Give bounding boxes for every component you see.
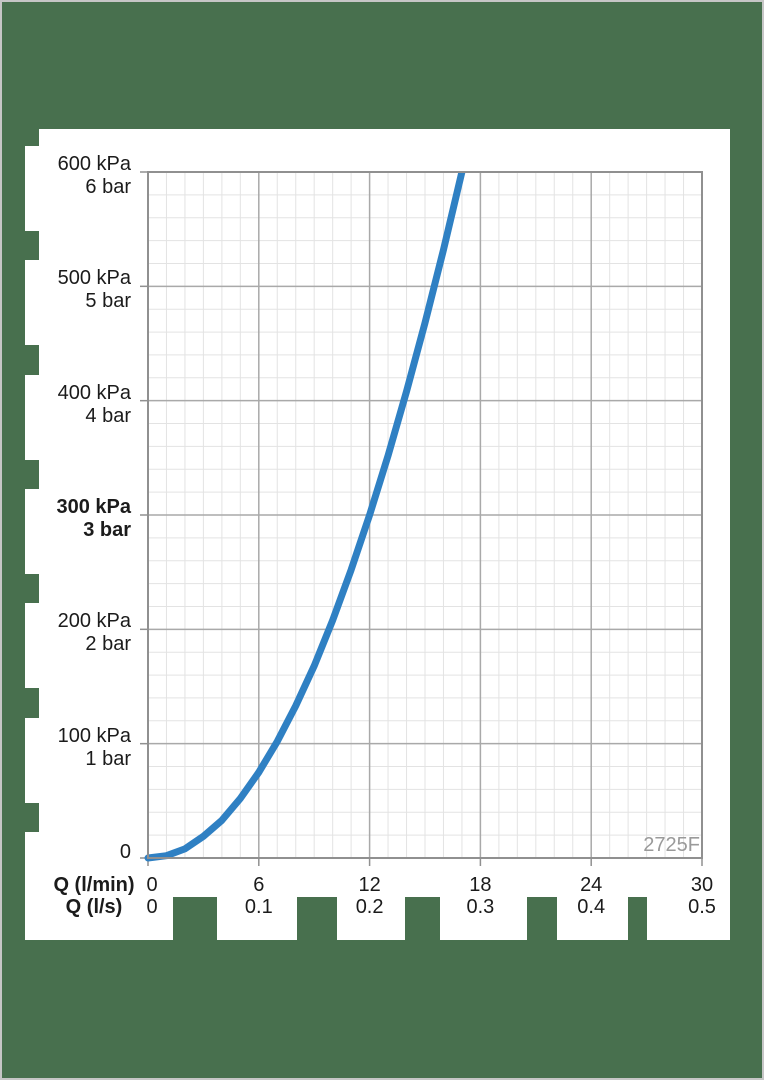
y-axis-label: 0 [120, 841, 131, 864]
x-axis-label-tab [25, 897, 173, 940]
y-axis-label: 400 kPa 4 bar [58, 382, 131, 428]
y-axis-label-kpa: 600 kPa [57, 153, 131, 175]
y-axis-label-tab [25, 717, 40, 803]
x-axis-label-tab [440, 897, 527, 940]
pressure-loss-curve [144, 172, 466, 862]
x-axis-unit-ls: Q (l/s) [65, 896, 123, 918]
y-axis-label-bar: 6 bar [85, 176, 131, 198]
y-axis-label-bar: 5 bar [85, 290, 131, 313]
x-tick-ls: 0 [146, 896, 158, 918]
y-axis-label-kpa: 200 kPa [57, 610, 131, 633]
y-axis-label-kpa: 100 kPa [57, 724, 131, 747]
x-axis-unit-lmin: Q (l/min) [53, 874, 135, 896]
chart-sheet [39, 129, 730, 862]
y-axis-label-bar: 1 bar [85, 747, 131, 770]
y-axis-label-kpa: 300 kPa [56, 496, 131, 518]
y-axis-label-tab [25, 146, 40, 231]
x-axis-label-tab [557, 897, 628, 940]
y-axis-label-tab [25, 832, 40, 862]
x-tick-ls: 0.5 [688, 896, 716, 918]
y-axis-label-kpa: 400 kPa [57, 381, 131, 404]
x-tick-ls: 0.2 [355, 896, 384, 918]
y-axis-label-bar: 3 bar [83, 519, 131, 541]
x-axis-label-tab [647, 897, 730, 940]
y-axis-label-kpa: 500 kPa [57, 267, 131, 290]
x-tick-lmin: 6 [253, 874, 265, 896]
y-axis-label-tab [25, 374, 40, 460]
x-axis-label-tab [217, 897, 297, 940]
y-axis-label: 200 kPa 2 bar [58, 610, 131, 656]
plot-frame [147, 171, 703, 859]
y-axis-label-bar: 4 bar [85, 404, 131, 427]
x-tick-lmin: 30 [690, 874, 714, 896]
y-axis-label-tab [25, 603, 40, 689]
y-axis-label: 100 kPa 1 bar [58, 725, 131, 771]
x-tick-lmin: 24 [580, 874, 603, 896]
y-axis-label-tab [25, 489, 40, 574]
x-axis-label-tab [337, 897, 405, 940]
y-axis-label: 300 kPa 3 bar [56, 496, 131, 542]
x-tick-ls: 0.4 [577, 896, 606, 918]
x-axis-label-band [25, 862, 730, 897]
x-tick-ls: 0.3 [466, 896, 495, 918]
y-axis-label-bar: 2 bar [85, 633, 131, 656]
product-code-watermark: 2725F [643, 834, 700, 856]
x-tick-lmin: 12 [358, 874, 381, 896]
y-axis-label: 600 kPa 6 bar [58, 153, 131, 199]
y-axis-label-tab [25, 260, 40, 346]
x-tick-lmin: 18 [469, 874, 492, 896]
y-axis-label-kpa: 0 [119, 841, 131, 863]
x-tick-ls: 0.1 [244, 896, 273, 918]
x-tick-lmin: 0 [146, 874, 158, 896]
y-axis-label: 500 kPa 5 bar [58, 267, 131, 313]
